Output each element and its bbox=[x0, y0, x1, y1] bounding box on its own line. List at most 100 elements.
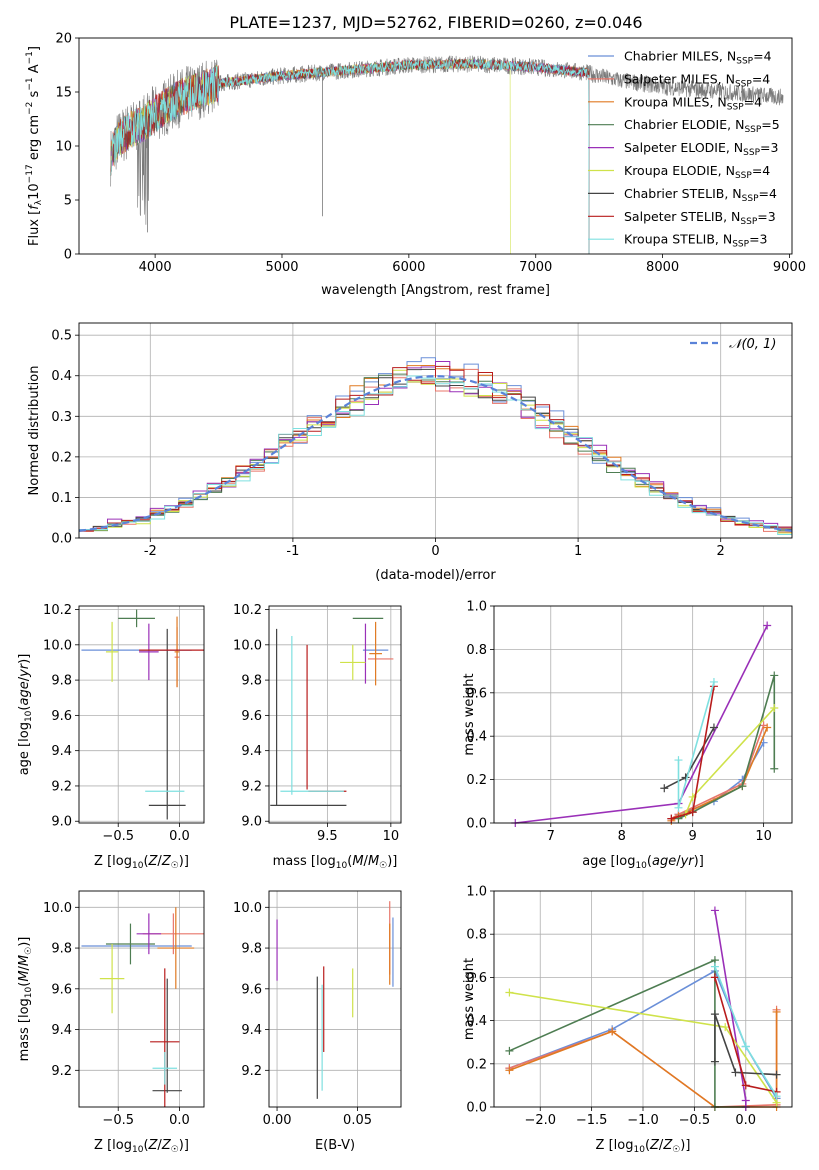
weight-marker bbox=[710, 962, 719, 971]
spectrum-frame bbox=[78, 37, 793, 255]
weight-marker bbox=[741, 1081, 750, 1090]
x-tick-label: −1.5 bbox=[576, 1113, 608, 1128]
figure-title: PLATE=1237, MJD=52762, FIBERID=0260, z=0… bbox=[229, 13, 642, 32]
y-tick-label: 9.6 bbox=[51, 982, 72, 997]
x-tick-label: 7 bbox=[547, 829, 555, 844]
y-tick-label: 10.0 bbox=[43, 901, 72, 916]
y-tick-label: 9.0 bbox=[51, 815, 72, 830]
y-tick-label: 9.2 bbox=[241, 779, 262, 794]
x-tick-label: 10 bbox=[755, 829, 772, 844]
x-tick-label: 2 bbox=[717, 544, 725, 559]
legend-entry: Kroupa ELODIE, NSSP=4 bbox=[624, 163, 770, 181]
y-tick-label: 5 bbox=[64, 194, 72, 209]
massweight_vs_Z-axes: −2.0 −1.5 −1.0 −0.5 0.0 0.0 0.2 0.4 0.6 0.8 1.0 bbox=[466, 885, 792, 1128]
age_vs_Z-points bbox=[81, 609, 204, 820]
weight-marker bbox=[505, 988, 514, 997]
x-tick-label: 9.5 bbox=[317, 829, 338, 844]
residual-histograms bbox=[79, 357, 792, 538]
mass_vs_EBV-frame bbox=[268, 890, 402, 1108]
legend-entry: Salpeter MILES, NSSP=4 bbox=[624, 71, 770, 89]
weight-marker bbox=[738, 782, 747, 791]
massweight_vs_Z-ylabel: mass weight bbox=[462, 958, 477, 1040]
y-tick-label: 0.4 bbox=[466, 1014, 487, 1029]
residual-hist-8 bbox=[79, 375, 792, 538]
age_vs_Z-xlabel: Z [log10(Z/Z☉)] bbox=[94, 854, 189, 871]
y-tick-label: 9.8 bbox=[241, 674, 262, 689]
spectrum-ylabel: Flux [fλ10−17 erg cm−2 s−1 A−1] bbox=[25, 46, 44, 246]
massweight_vs_Z-frame bbox=[493, 890, 793, 1108]
y-tick-label: 9.6 bbox=[241, 709, 262, 724]
weight-marker bbox=[709, 723, 718, 732]
massweight_vs_age-frame bbox=[493, 605, 793, 824]
weight-marker bbox=[710, 973, 719, 982]
x-tick-label: 10 bbox=[383, 829, 400, 844]
y-tick-label: 9.4 bbox=[241, 744, 262, 759]
y-tick-label: 0.2 bbox=[466, 773, 487, 788]
x-tick-label: −2.0 bbox=[524, 1113, 556, 1128]
weight-marker bbox=[660, 784, 669, 793]
y-tick-label: 0.0 bbox=[51, 532, 72, 547]
x-tick-label: 8 bbox=[618, 829, 626, 844]
weight-marker bbox=[741, 1042, 750, 1051]
x-tick-label: 9 bbox=[689, 829, 697, 844]
y-tick-label: 10 bbox=[55, 140, 72, 155]
weight-marker bbox=[709, 677, 718, 686]
mass_vs_EBV-points bbox=[276, 901, 394, 1099]
spectrum-xlabel: wavelength [Angstrom, rest frame] bbox=[321, 283, 550, 298]
weight-marker bbox=[770, 764, 779, 773]
y-tick-label: 9.2 bbox=[241, 1064, 262, 1079]
mass_vs_Z-points bbox=[81, 907, 204, 1107]
x-tick-label: -2 bbox=[144, 544, 157, 559]
age_vs_mass-xlabel: mass [log10(M/M☉)] bbox=[273, 854, 398, 871]
y-tick-label: 0.1 bbox=[51, 491, 72, 506]
y-tick-label: 9.4 bbox=[241, 1023, 262, 1038]
y-tick-label: 10.0 bbox=[233, 638, 262, 653]
x-tick-label: 0.05 bbox=[343, 1113, 372, 1128]
legend-entry: Salpeter ELODIE, NSSP=3 bbox=[624, 140, 778, 158]
model-spectrum-8 bbox=[110, 58, 590, 254]
legend-entry: Salpeter STELIB, NSSP=3 bbox=[624, 209, 776, 227]
y-tick-label: 0.0 bbox=[466, 1101, 487, 1116]
x-tick-label: 5000 bbox=[265, 260, 298, 275]
x-tick-label: 0.0 bbox=[735, 1113, 756, 1128]
y-tick-label: 10.0 bbox=[43, 638, 72, 653]
age_vs_Z-frame bbox=[78, 605, 205, 824]
weight-line-1 bbox=[670, 725, 765, 820]
weight-marker bbox=[674, 803, 683, 812]
legend-entry: Chabrier STELIB, NSSP=4 bbox=[624, 186, 777, 204]
weight-marker bbox=[763, 621, 772, 630]
x-tick-label: −0.5 bbox=[102, 829, 134, 844]
normal-reference-curve bbox=[79, 375, 792, 532]
weight-marker bbox=[710, 906, 719, 915]
y-tick-label: 0.3 bbox=[51, 410, 72, 425]
y-tick-label: 9.2 bbox=[51, 1064, 72, 1079]
mass_vs_Z-ylabel: mass [log10(M/M☉)] bbox=[17, 937, 34, 1062]
y-tick-label: 9.4 bbox=[51, 1023, 72, 1038]
y-tick-label: 0 bbox=[64, 248, 72, 263]
y-tick-label: 0.2 bbox=[51, 450, 72, 465]
y-tick-label: 9.4 bbox=[51, 744, 72, 759]
y-tick-label: 1.0 bbox=[466, 600, 487, 615]
y-tick-label: 9.6 bbox=[51, 709, 72, 724]
legend-entry: Kroupa MILES, NSSP=4 bbox=[624, 94, 762, 112]
massweight_vs_age-xlabel: age [log10(age/yr)] bbox=[582, 854, 704, 871]
residuals-frame bbox=[78, 322, 793, 539]
y-tick-label: 9.2 bbox=[51, 779, 72, 794]
y-tick-label: 9.8 bbox=[51, 942, 72, 957]
x-tick-label: 9000 bbox=[773, 260, 806, 275]
y-tick-label: 9.6 bbox=[241, 982, 262, 997]
residual-legend-label: 𝒩(0, 1) bbox=[729, 337, 776, 352]
weight-line-6 bbox=[714, 1013, 777, 1076]
y-tick-label: 10.0 bbox=[233, 901, 262, 916]
plots-layer: 4000 5000 6000 7000 8000 900005101520waveleng… bbox=[17, 32, 806, 1156]
weight-line-3 bbox=[509, 958, 746, 1108]
x-tick-label: −1.0 bbox=[627, 1113, 659, 1128]
y-tick-label: 0.8 bbox=[466, 643, 487, 658]
spectrum-lines bbox=[110, 55, 784, 254]
x-tick-label: 0.0 bbox=[169, 1113, 190, 1128]
y-tick-label: 9.0 bbox=[241, 815, 262, 830]
y-tick-label: 0.5 bbox=[51, 329, 72, 344]
x-tick-label: 6000 bbox=[392, 260, 425, 275]
mass_vs_EBV-xlabel: E(B-V) bbox=[315, 1138, 355, 1153]
weight-marker bbox=[763, 723, 772, 732]
